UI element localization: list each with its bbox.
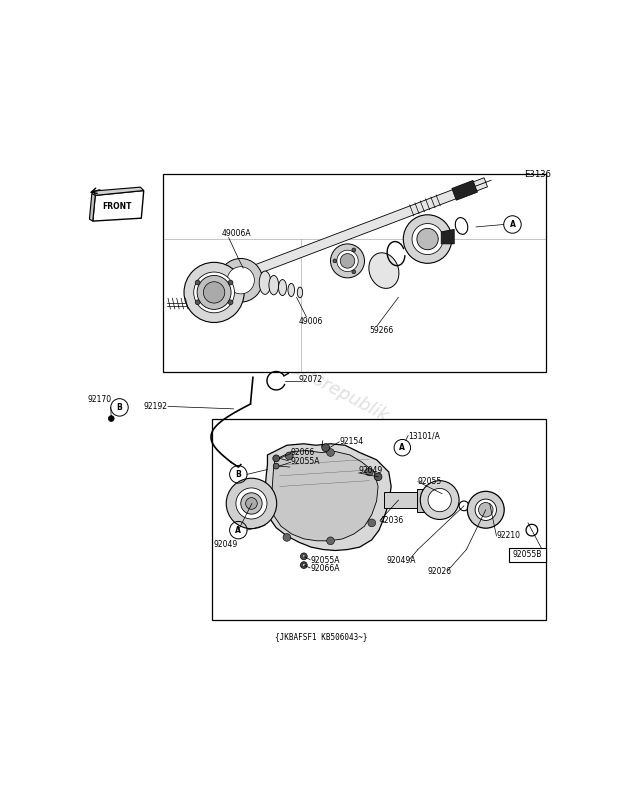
Text: 49006: 49006 — [299, 317, 324, 326]
Text: {JKBAFSF1 KB506043~}: {JKBAFSF1 KB506043~} — [275, 632, 367, 641]
Circle shape — [352, 270, 356, 274]
Circle shape — [108, 416, 114, 422]
Text: 92055B: 92055B — [513, 550, 542, 559]
Circle shape — [302, 555, 305, 558]
Circle shape — [219, 258, 262, 302]
Polygon shape — [417, 489, 428, 512]
Circle shape — [195, 280, 200, 285]
Text: 92170: 92170 — [88, 394, 112, 404]
Text: 92072: 92072 — [299, 375, 323, 384]
Circle shape — [300, 553, 307, 560]
Circle shape — [285, 452, 293, 460]
Circle shape — [283, 534, 290, 542]
Text: 92049A: 92049A — [386, 556, 416, 565]
Text: Partsrepublik: Partsrepublik — [279, 354, 392, 426]
Bar — [163, 174, 546, 373]
Circle shape — [475, 499, 496, 521]
Circle shape — [420, 481, 459, 519]
Circle shape — [428, 489, 451, 512]
Circle shape — [368, 519, 376, 526]
Text: 92154: 92154 — [339, 438, 363, 446]
Polygon shape — [93, 190, 144, 221]
Polygon shape — [265, 444, 391, 550]
Polygon shape — [384, 492, 418, 508]
Ellipse shape — [259, 271, 271, 294]
Ellipse shape — [288, 283, 294, 297]
Text: 92192: 92192 — [144, 402, 168, 411]
Circle shape — [274, 463, 279, 469]
Circle shape — [327, 449, 334, 456]
Circle shape — [241, 493, 262, 514]
Bar — [212, 418, 546, 620]
Circle shape — [228, 300, 233, 305]
Circle shape — [341, 254, 355, 268]
Circle shape — [331, 244, 364, 278]
Text: A: A — [510, 220, 515, 229]
Text: 92055A: 92055A — [310, 556, 340, 566]
Circle shape — [366, 468, 373, 476]
Polygon shape — [441, 230, 454, 244]
Circle shape — [412, 223, 443, 254]
Circle shape — [327, 537, 334, 545]
Circle shape — [337, 250, 358, 271]
Text: 92055A: 92055A — [290, 457, 321, 466]
Text: B: B — [116, 403, 122, 412]
Circle shape — [417, 228, 438, 250]
Circle shape — [374, 473, 382, 481]
Circle shape — [273, 455, 280, 462]
Circle shape — [184, 262, 244, 322]
Circle shape — [300, 562, 307, 569]
Circle shape — [245, 498, 257, 510]
Polygon shape — [192, 294, 212, 310]
Circle shape — [236, 488, 267, 519]
Polygon shape — [212, 293, 215, 312]
Text: 92066A: 92066A — [310, 565, 340, 574]
Text: B: B — [235, 470, 241, 479]
Circle shape — [228, 280, 233, 285]
Ellipse shape — [279, 279, 287, 295]
Circle shape — [193, 272, 235, 313]
Text: 92049: 92049 — [359, 466, 383, 475]
Circle shape — [195, 300, 200, 305]
Ellipse shape — [369, 253, 399, 288]
Circle shape — [226, 478, 277, 529]
Text: 59266: 59266 — [369, 326, 394, 335]
Text: 92049: 92049 — [213, 540, 237, 549]
Circle shape — [197, 275, 231, 310]
Circle shape — [468, 491, 504, 528]
Text: 92066: 92066 — [290, 448, 315, 457]
Polygon shape — [220, 178, 488, 287]
Polygon shape — [94, 187, 144, 195]
Polygon shape — [271, 450, 378, 541]
Circle shape — [333, 259, 337, 263]
Text: 92026: 92026 — [428, 567, 452, 576]
Circle shape — [478, 502, 493, 517]
Circle shape — [302, 564, 305, 566]
Text: FRONT: FRONT — [102, 202, 132, 211]
Text: 13101/A: 13101/A — [408, 431, 440, 440]
Text: E3136: E3136 — [525, 170, 552, 179]
Circle shape — [352, 248, 356, 252]
FancyBboxPatch shape — [508, 548, 546, 562]
Circle shape — [322, 444, 329, 451]
Circle shape — [227, 266, 254, 294]
Text: A: A — [235, 526, 241, 534]
Text: 42036: 42036 — [380, 516, 404, 525]
Circle shape — [403, 214, 452, 263]
Text: 92210: 92210 — [496, 531, 520, 541]
Text: A: A — [399, 443, 405, 452]
Ellipse shape — [269, 275, 279, 295]
Circle shape — [203, 282, 225, 303]
Polygon shape — [90, 194, 95, 221]
Text: 49006A: 49006A — [222, 229, 251, 238]
Ellipse shape — [297, 287, 302, 298]
Text: 92055: 92055 — [418, 477, 442, 486]
Polygon shape — [452, 181, 478, 200]
